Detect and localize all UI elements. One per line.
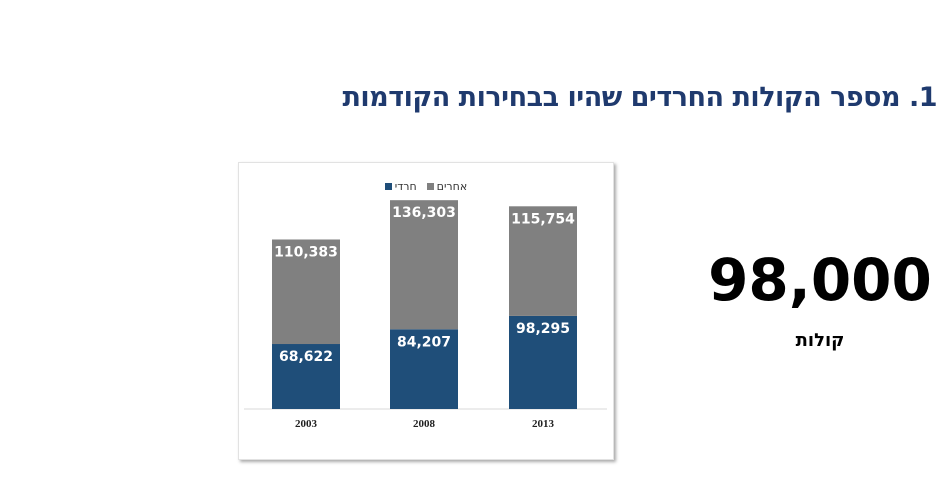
bar-others-2013 bbox=[509, 206, 577, 316]
x-tick-label: 2008 bbox=[413, 418, 436, 430]
bar-haredi-2013 bbox=[509, 315, 577, 409]
data-label: 84,207 bbox=[397, 334, 451, 350]
data-label: 115,754 bbox=[511, 211, 575, 227]
highlight-unit: קולות bbox=[795, 330, 845, 351]
data-label: 136,303 bbox=[392, 205, 456, 221]
legend-marker-others bbox=[426, 183, 434, 190]
legend-label-haredi: חרדי bbox=[394, 180, 417, 193]
legend-marker-haredi bbox=[384, 183, 392, 190]
chart-plot: 68,622 110,383 2003 84,207 136,303 2008 98,295… bbox=[244, 200, 607, 430]
chart: חרדי אחרים 68,622 110,383 2003 84,207 136,30… bbox=[238, 162, 614, 460]
slide-title: 1. מספר הקולות החרדים שהיו בבחירות הקודמ… bbox=[342, 82, 937, 113]
chart-legend: חרדי אחרים bbox=[239, 180, 613, 193]
data-label: 110,383 bbox=[274, 244, 338, 260]
data-label: 98,295 bbox=[516, 321, 570, 337]
data-label: 68,622 bbox=[279, 349, 333, 365]
bar-haredi-2003 bbox=[272, 344, 340, 409]
legend-label-others: אחרים bbox=[436, 180, 468, 193]
bar-others-2003 bbox=[272, 239, 340, 345]
bar-others-2008 bbox=[390, 200, 458, 330]
bar-haredi-2008 bbox=[390, 329, 458, 409]
x-tick-label: 2003 bbox=[295, 418, 318, 430]
x-tick-label: 2013 bbox=[532, 418, 555, 430]
highlight-value: 98,000 bbox=[708, 246, 932, 314]
